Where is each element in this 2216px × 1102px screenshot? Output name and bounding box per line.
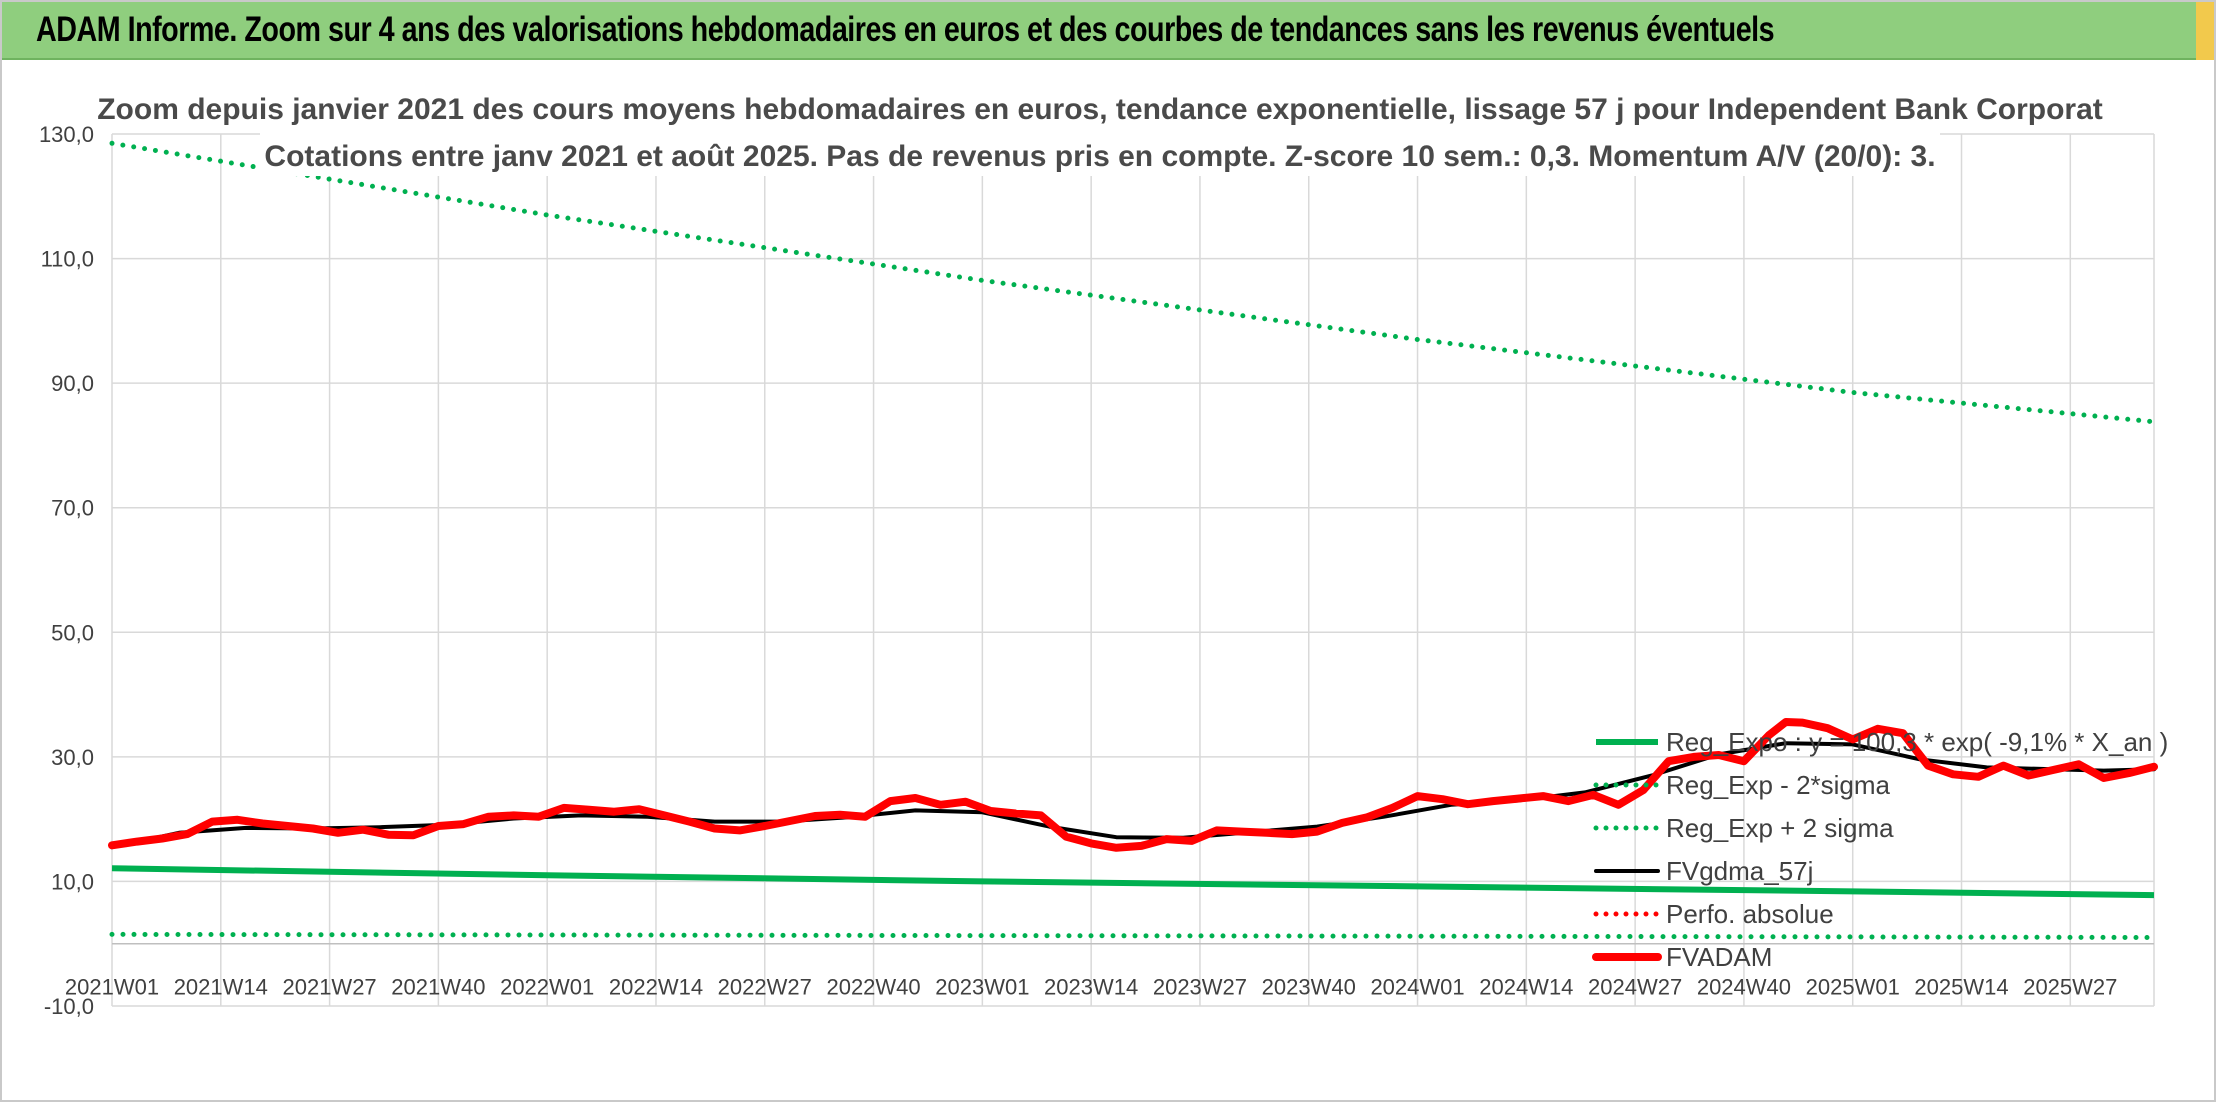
x-tick-label: 2025W14 [1914, 975, 2008, 1000]
x-tick-label: 2024W01 [1370, 975, 1464, 1000]
y-tick-label: 70,0 [51, 496, 94, 521]
y-tick-label: -10,0 [44, 994, 94, 1019]
legend: Reg_Expo : y = 100,3 * exp( -9,1% * X_an… [1592, 727, 2168, 972]
banner-corner-accent [2196, 2, 2214, 60]
x-tick-label: 2021W14 [174, 975, 268, 1000]
x-tick-label: 2023W01 [935, 975, 1029, 1000]
x-tick-label: 2022W14 [609, 975, 703, 1000]
y-tick-label: 10,0 [51, 869, 94, 894]
data-series [108, 140, 2158, 940]
legend-label-1: Reg_Exp - 2*sigma [1666, 770, 1891, 800]
gridlines [111, 133, 2155, 1007]
series-line-2 [109, 140, 2157, 425]
x-tick-label: 2021W01 [65, 975, 159, 1000]
chart-title-block: Zoom depuis janvier 2021 des cours moyen… [97, 86, 2103, 176]
x-tick-label: 2022W01 [500, 975, 594, 1000]
report-banner: ADAM Informe. Zoom sur 4 ans des valoris… [2, 2, 2214, 60]
legend-label-0: Reg_Expo : y = 100,3 * exp( -9,1% * X_an… [1666, 727, 2168, 757]
chart-title-line-2: Cotations entre janv 2021 et août 2025. … [264, 140, 1935, 173]
y-axis-tick-labels: -10,0 10,0 30,0 50,0 70,0 90,0 110,0 130,0 [39, 122, 94, 1019]
title-background [260, 86, 1940, 176]
series-line-1 [109, 931, 2157, 940]
x-axis-tick-labels: 2021W01 2021W14 2021W27 2021W40 2022W01 2022W… [65, 975, 2117, 1000]
x-tick-label: 2021W27 [282, 975, 376, 1000]
y-tick-label: 110,0 [41, 247, 94, 272]
y-tick-label: 30,0 [51, 745, 94, 770]
legend-label-5: FVADAM [1666, 942, 1772, 972]
legend-label-2: Reg_Exp + 2 sigma [1666, 813, 1894, 843]
x-tick-label: 2025W01 [1806, 975, 1900, 1000]
x-tick-label: 2024W40 [1697, 975, 1791, 1000]
x-tick-label: 2023W14 [1044, 975, 1138, 1000]
report-banner-title: ADAM Informe. Zoom sur 4 ans des valoris… [36, 10, 1775, 49]
x-tick-label: 2023W27 [1153, 975, 1247, 1000]
series-line-0 [111, 865, 2155, 899]
y-tick-label: 50,0 [51, 620, 94, 645]
series-line-5 [108, 718, 2158, 852]
y-tick-label: 90,0 [51, 371, 94, 396]
x-tick-label: 2022W27 [718, 975, 812, 1000]
y-tick-label: 130,0 [39, 122, 94, 147]
x-tick-label: 2021W40 [391, 975, 485, 1000]
x-tick-label: 2022W40 [826, 975, 920, 1000]
x-tick-label: 2024W27 [1588, 975, 1682, 1000]
legend-label-4: Perfo. absolue [1666, 899, 1834, 929]
chart-title-line-1: Zoom depuis janvier 2021 des cours moyen… [97, 93, 2103, 126]
x-tick-label: 2024W14 [1479, 975, 1573, 1000]
x-tick-label: 2025W27 [2023, 975, 2117, 1000]
legend-label-3: FVgdma_57j [1666, 856, 1813, 886]
x-tick-label: 2023W40 [1262, 975, 1356, 1000]
